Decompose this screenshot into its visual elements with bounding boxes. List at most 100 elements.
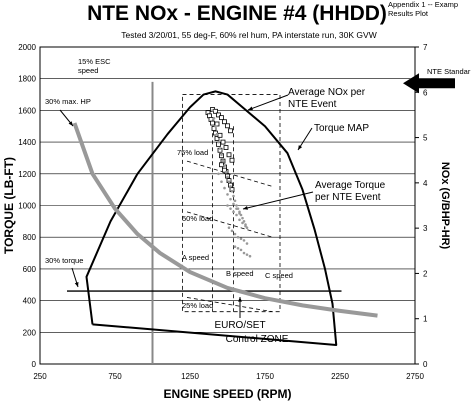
nox-point [222, 119, 227, 125]
y-tick-label: 1400 [18, 138, 36, 147]
torque-point [245, 242, 249, 245]
nox-point [226, 152, 232, 158]
y2-tick-label: 2 [423, 269, 428, 278]
arrow-torque-map-head [298, 145, 303, 150]
y-tick-label: 2000 [18, 43, 36, 52]
arrow-avg-torque [242, 191, 314, 210]
x-tick-label: 2750 [406, 372, 424, 381]
arrow-avg-nox [247, 94, 289, 111]
annotation-b-speed: B speed [226, 269, 254, 278]
torque-point [230, 189, 234, 193]
annotation-c-speed: C speed [265, 271, 293, 280]
annotation-avg-nox: Average NOx per [288, 87, 366, 98]
max-hp-30-line [72, 122, 378, 318]
x-tick-label: 250 [33, 372, 47, 381]
y2-tick-label: 1 [423, 315, 428, 324]
torque-point [242, 251, 246, 255]
y-tick-label: 1000 [18, 202, 36, 211]
torque-point [236, 235, 240, 239]
corner-note-line1: Appendix 1 -- Examp [388, 0, 459, 9]
x-tick-label: 2250 [331, 372, 349, 381]
y-tick-label: 1800 [18, 75, 36, 84]
x-tick-label: 1750 [256, 372, 274, 381]
nox-point [214, 136, 220, 141]
y2-tick-label: 4 [423, 179, 428, 188]
annotation-esc-speed-2: speed [78, 66, 98, 75]
y2-tick-label: 0 [423, 360, 428, 369]
torque-point [227, 226, 231, 229]
nox-point [228, 128, 233, 134]
annotation-nte-standard: NTE Standar [427, 67, 471, 76]
nox-point [223, 145, 229, 150]
torque-point [236, 246, 240, 250]
nox-point [219, 115, 224, 121]
x-tick-label: 750 [108, 372, 122, 381]
y-axis-label: TORQUE (LB-FT) [2, 157, 16, 254]
torque-point [226, 175, 229, 179]
arrow-avg-torque-head [243, 206, 248, 210]
nox-point [213, 108, 218, 114]
annotation-control-zone: EURO/SET [214, 320, 265, 331]
torque-point [217, 172, 220, 176]
torque-point [233, 199, 237, 203]
chart-subtitle: Tested 3/20/01, 55 deg-F, 60% rel hum, P… [121, 30, 377, 40]
torque-point [235, 204, 238, 207]
x-axis-label: ENGINE SPEED (RPM) [163, 387, 291, 401]
y-tick-label: 200 [23, 328, 37, 337]
annotation-30-torque: 30% torque [45, 256, 83, 265]
y2-axis-label: NOx (G/BHP-HR) [439, 162, 451, 250]
torque-point [223, 186, 226, 190]
nox-point [210, 120, 215, 126]
torque-point [230, 229, 234, 233]
annotation-avg-nox-2: NTE Event [288, 99, 337, 110]
annotation-avg-torque: Average Torque [315, 180, 386, 191]
torque-point [226, 204, 229, 207]
plot-frame [39, 46, 416, 365]
annotation-75-load: 75% load [177, 148, 208, 157]
annotation-50-load: 50% load [182, 214, 213, 223]
torque-point [239, 237, 243, 241]
load-line [186, 297, 273, 313]
torque-point [224, 170, 228, 174]
y-tick-label: 400 [23, 297, 37, 306]
y-tick-label: 600 [23, 265, 37, 274]
torque-point [235, 213, 238, 217]
torque-point [242, 239, 246, 242]
torque-point [227, 180, 231, 184]
y-tick-label: 1200 [18, 170, 36, 179]
torque-point [241, 221, 244, 225]
nox-point [216, 112, 221, 118]
torque-point [223, 164, 226, 168]
torque-point [220, 153, 223, 157]
nox-point [211, 126, 217, 131]
torque-point [248, 254, 252, 258]
torque-point [241, 216, 244, 220]
torque-point [238, 218, 241, 222]
torque-point [235, 207, 238, 210]
nox-point [217, 132, 223, 138]
y-tick-label: 800 [23, 233, 37, 242]
nox-point [222, 167, 227, 173]
torque-point [232, 210, 235, 214]
annotation-a-speed: A speed [182, 253, 209, 262]
annotation-25-load: 25% load [182, 301, 213, 310]
torque-point [229, 197, 232, 201]
arrow-avg-nox-head [248, 106, 253, 111]
y2-tick-label: 6 [423, 88, 428, 97]
torque-point [211, 109, 214, 112]
arrow-30-torque-head [74, 282, 79, 287]
y2-tick-label: 3 [423, 224, 428, 233]
y-tick-label: 1600 [18, 106, 36, 115]
torque-point [232, 194, 235, 198]
annotation-avg-torque-2: per NTE Event [315, 192, 381, 203]
annotation-esc-speed: 15% ESC [78, 57, 111, 66]
nte-standard-arrow [403, 73, 455, 94]
torque-point [217, 140, 220, 144]
corner-note: Appendix 1 -- Examp Results Plot [388, 0, 458, 18]
control-zone-rect [182, 94, 281, 313]
torque-point [244, 224, 247, 228]
nox-point [214, 121, 220, 127]
nox-point [225, 123, 230, 129]
torque-point [238, 212, 241, 215]
